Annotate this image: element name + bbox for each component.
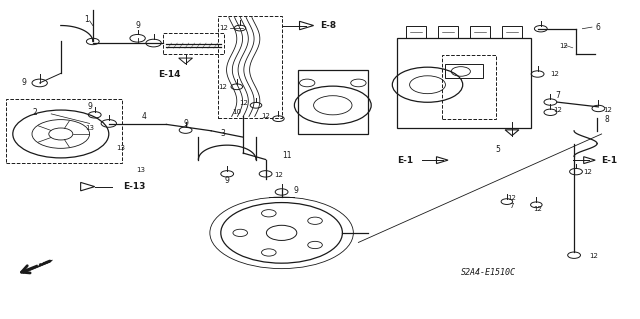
Bar: [218, 16, 282, 118]
Text: 12: 12: [554, 107, 563, 113]
Text: 12: 12: [589, 253, 598, 259]
Text: 9: 9: [293, 186, 298, 195]
Text: 13: 13: [136, 167, 145, 173]
Text: 9: 9: [183, 119, 188, 128]
Text: 12: 12: [220, 25, 228, 31]
Text: 12: 12: [603, 107, 612, 113]
Bar: [470, 26, 490, 38]
Bar: [406, 26, 426, 38]
Text: E-1: E-1: [602, 156, 618, 165]
Bar: [442, 55, 496, 119]
Text: E-14: E-14: [158, 70, 181, 78]
Text: 12: 12: [261, 114, 270, 119]
Text: 9: 9: [135, 21, 140, 30]
Text: 3: 3: [220, 130, 225, 138]
Text: 9: 9: [225, 176, 230, 185]
Bar: [502, 26, 522, 38]
Text: 12: 12: [508, 195, 516, 201]
Bar: [163, 33, 224, 54]
Polygon shape: [23, 260, 52, 273]
Text: 11: 11: [282, 151, 291, 160]
Text: 12: 12: [239, 100, 248, 106]
Text: 7: 7: [556, 91, 561, 100]
Bar: [298, 70, 368, 134]
Text: 9: 9: [87, 102, 92, 111]
Bar: [438, 26, 458, 38]
Bar: [6, 99, 122, 163]
Text: 4: 4: [141, 112, 147, 121]
Text: 12: 12: [533, 206, 542, 212]
Bar: [445, 64, 483, 78]
Bar: [397, 38, 531, 128]
Text: 2: 2: [33, 108, 38, 117]
Text: S2A4-E1510C: S2A4-E1510C: [461, 268, 516, 277]
Text: E-8: E-8: [320, 21, 336, 30]
Text: 12: 12: [550, 71, 559, 77]
Text: 12: 12: [274, 173, 283, 178]
Text: 12: 12: [584, 169, 593, 174]
Text: 7: 7: [509, 204, 515, 209]
Text: 8: 8: [605, 115, 609, 124]
Text: 1: 1: [84, 15, 89, 24]
Text: E-13: E-13: [123, 182, 145, 191]
Text: E-1: E-1: [397, 156, 413, 165]
Text: 12: 12: [559, 43, 568, 49]
Text: 5: 5: [495, 145, 500, 154]
Text: 13: 13: [116, 145, 125, 151]
Text: 12: 12: [218, 84, 227, 90]
Text: 10: 10: [232, 109, 241, 115]
Text: 6: 6: [595, 23, 600, 32]
Text: FR.: FR.: [33, 253, 50, 268]
Text: 13: 13: [85, 125, 94, 131]
Text: 9: 9: [22, 78, 27, 87]
